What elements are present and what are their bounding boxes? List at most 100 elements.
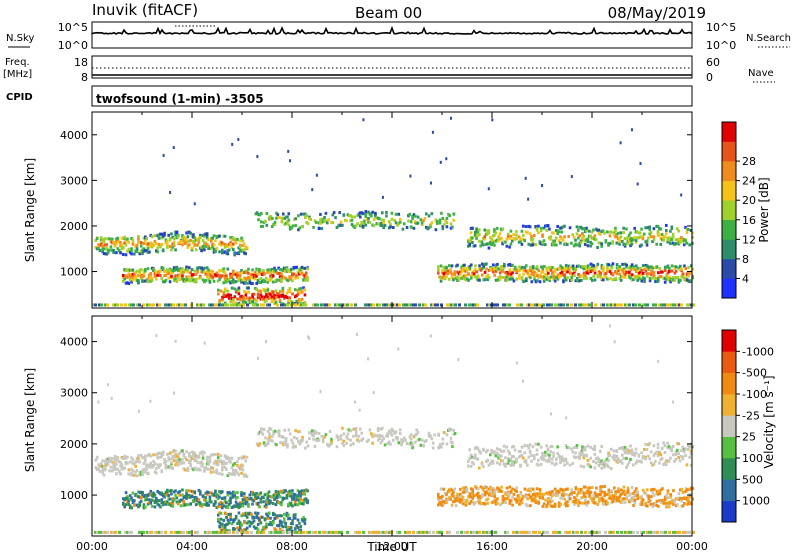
- colorbar-segment: [722, 122, 736, 142]
- range-cell: [132, 458, 135, 461]
- range-cell: [152, 244, 155, 247]
- range-cell: [268, 490, 271, 493]
- range-cell: [101, 245, 104, 248]
- range-cell: [661, 271, 664, 274]
- range-cell: [165, 460, 168, 463]
- range-cell: [684, 447, 687, 450]
- range-cell: [636, 531, 639, 534]
- range-cell: [202, 303, 205, 306]
- range-cell: [181, 274, 184, 277]
- range-cell: [598, 229, 601, 232]
- range-cell: [145, 498, 148, 501]
- range-cell: [319, 213, 322, 216]
- range-cell: [650, 235, 653, 238]
- range-cell: [687, 275, 690, 278]
- range-cell: [473, 462, 476, 465]
- range-cell: [99, 249, 102, 252]
- range-cell: [665, 229, 668, 232]
- range-cell: [140, 241, 143, 244]
- range-cell: [480, 502, 483, 505]
- range-cell: [306, 489, 309, 492]
- range-cell: [660, 453, 663, 456]
- range-cell: [221, 468, 224, 471]
- range-cell: [608, 489, 611, 492]
- range-cell: [288, 275, 291, 278]
- range-cell: [300, 525, 303, 528]
- range-cell: [471, 237, 474, 240]
- range-cell: [677, 452, 680, 455]
- range-cell: [282, 213, 285, 216]
- range-cell: [672, 453, 675, 456]
- range-cell: [443, 488, 446, 491]
- range-cell: [545, 229, 548, 232]
- range-cell: [566, 303, 569, 306]
- range-cell: [500, 265, 503, 268]
- range-cell: [232, 248, 235, 251]
- range-cell: [592, 228, 595, 231]
- range-cell: [218, 235, 221, 238]
- range-cell: [167, 276, 170, 279]
- range-cell: [347, 437, 350, 440]
- range-cell: [297, 293, 300, 296]
- range-cell: [266, 212, 269, 215]
- range-cell: [512, 445, 515, 448]
- range-cell: [602, 278, 605, 281]
- range-cell: [189, 463, 192, 466]
- range-cell: [315, 221, 318, 224]
- range-cell: [649, 225, 652, 228]
- range-cell: [359, 428, 362, 431]
- range-cell: [229, 518, 232, 521]
- range-cell: [155, 334, 157, 337]
- range-cell: [275, 269, 278, 272]
- range-cell: [243, 455, 246, 458]
- range-cell: [556, 445, 559, 448]
- range-cell: [569, 226, 572, 229]
- range-cell: [584, 499, 587, 502]
- range-cell: [657, 505, 660, 508]
- range-cell: [646, 244, 649, 247]
- range-cell: [133, 474, 136, 477]
- range-cell: [642, 237, 645, 240]
- range-cell: [594, 271, 597, 274]
- range-cell: [315, 431, 318, 434]
- range-cell: [653, 488, 656, 491]
- y-tick-label: 3000: [60, 174, 88, 187]
- range-cell: [275, 490, 278, 493]
- range-cell: [97, 467, 100, 470]
- range-cell: [286, 296, 289, 299]
- range-cell: [477, 276, 480, 279]
- range-cell: [130, 496, 133, 499]
- range-cell: [492, 263, 495, 266]
- range-cell: [629, 444, 632, 447]
- range-cell: [539, 488, 542, 491]
- range-cell: [227, 290, 230, 293]
- range-cell: [399, 428, 402, 431]
- range-cell: [249, 494, 252, 497]
- range-cell: [474, 501, 477, 504]
- range-cell: [488, 247, 491, 250]
- range-cell: [680, 303, 683, 306]
- range-cell: [471, 488, 474, 491]
- range-cell: [610, 497, 613, 500]
- range-cell: [202, 457, 205, 460]
- range-cell: [270, 428, 273, 431]
- range-cell: [562, 494, 565, 497]
- range-cell: [410, 433, 413, 436]
- range-cell: [306, 500, 309, 503]
- range-cell: [159, 274, 162, 277]
- range-cell: [196, 461, 199, 464]
- range-cell: [557, 494, 560, 497]
- range-cell: [588, 486, 591, 489]
- range-cell: [562, 303, 565, 306]
- range-cell: [515, 234, 518, 237]
- range-cell: [432, 531, 435, 534]
- range-cell: [606, 230, 609, 233]
- range-cell: [279, 528, 282, 531]
- range-cell: [126, 497, 129, 500]
- range-cell: [369, 428, 372, 431]
- range-cell: [521, 230, 524, 233]
- range-cell: [260, 290, 263, 293]
- range-cell: [493, 451, 496, 454]
- range-cell: [362, 118, 364, 121]
- range-cell: [334, 216, 337, 219]
